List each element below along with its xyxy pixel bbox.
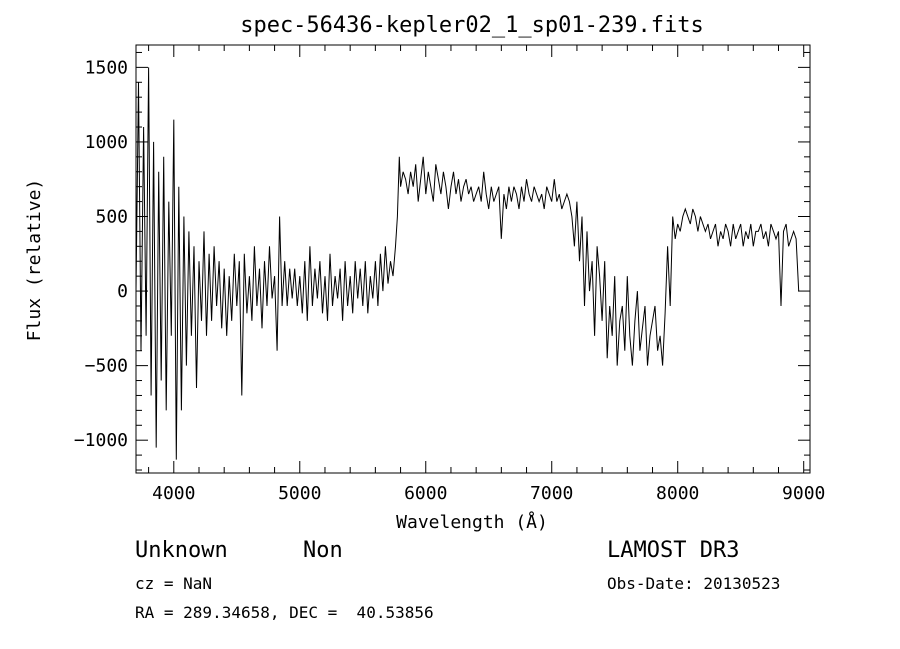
object-class: Unknown <box>135 538 228 563</box>
y-tick-label: −1000 <box>74 430 128 451</box>
y-tick-labels: −1000 −500 0 500 1000 1500 <box>74 57 128 451</box>
axis-ticks <box>136 45 810 473</box>
obs-date-text: Obs-Date: 20130523 <box>607 574 780 593</box>
x-tick-label: 4000 <box>152 483 195 504</box>
chart-title: spec-56436-kepler02_1_sp01-239.fits <box>240 13 704 38</box>
y-axis-label: Flux (relative) <box>24 179 45 342</box>
y-tick-label: 0 <box>117 281 128 302</box>
x-tick-label: 9000 <box>782 483 825 504</box>
object-subclass: Non <box>303 538 343 563</box>
y-tick-label: 500 <box>95 206 128 227</box>
redshift-text: cz = NaN <box>135 574 212 593</box>
y-tick-label: −500 <box>85 356 128 377</box>
y-tick-label: 1500 <box>85 57 128 78</box>
y-tick-label: 1000 <box>85 132 128 153</box>
x-tick-label: 5000 <box>278 483 321 504</box>
plot-frame <box>136 45 810 473</box>
x-tick-label: 8000 <box>656 483 699 504</box>
spectrum-series-line <box>136 67 799 459</box>
x-axis-label: Wavelength (Å) <box>396 511 548 533</box>
survey-label: LAMOST DR3 <box>607 538 739 563</box>
x-tick-label: 6000 <box>404 483 447 504</box>
x-tick-label: 7000 <box>530 483 573 504</box>
coordinates-text: RA = 289.34658, DEC = 40.53856 <box>135 603 434 622</box>
x-tick-labels: 4000 5000 6000 7000 8000 9000 <box>152 483 825 504</box>
